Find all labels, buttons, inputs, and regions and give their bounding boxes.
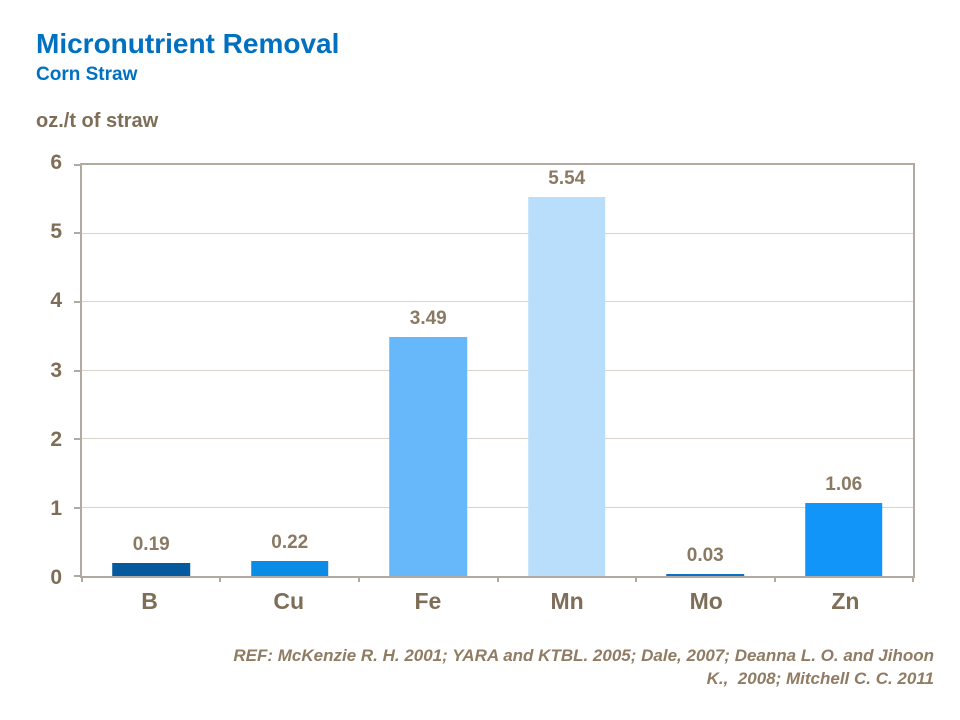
y-tick-label: 6 [50,151,62,174]
page-title: Micronutrient Removal [36,28,340,59]
plot-area: 0.19 0.22 3.49 5.54 0.03 1.06 [74,163,915,582]
gridline [82,506,913,508]
y-axis-labels: 0 1 2 3 4 5 6 [18,151,62,589]
bar-value-label: 0.19 [132,534,170,555]
gridline [82,438,913,440]
y-tick-label: 2 [50,427,62,451]
x-axis-tick [357,576,360,582]
category-label-Zn: Zn [831,588,860,614]
bar-value-label: 3.49 [409,308,447,329]
gridline [82,232,913,234]
y-tick-label: 0 [50,566,62,589]
bar-value-label: 5.54 [548,168,586,189]
category-label-Mo: Mo [689,588,723,614]
y-axis-tick [74,300,82,303]
y-tick-label: 5 [50,220,62,244]
y-tick-label: 4 [50,289,62,313]
bar-Fe [389,337,468,576]
page-subtitle: Corn Straw [36,64,138,85]
x-axis-tick [634,576,637,582]
x-axis-tick [773,576,776,582]
x-axis-labels: B Cu Fe Mn Mo Zn [80,588,915,618]
y-axis-title: oz./t of straw [36,110,159,132]
y-tick-label: 1 [50,496,62,520]
bar-value-label: 0.03 [686,545,724,566]
category-label-Cu: Cu [273,588,305,614]
bar-Mn [527,197,606,576]
bar-Cu [250,561,329,576]
bar-value-label: 0.22 [271,532,309,553]
category-label-Fe: Fe [414,588,442,614]
y-axis-tick [74,164,82,166]
y-axis-tick [74,232,82,235]
x-axis-tick [81,576,83,582]
y-axis-tick [74,506,82,509]
bar-value-label: 1.06 [825,474,863,495]
y-tick-label: 3 [50,358,62,382]
reference-text: REF: McKenzie R. H. 2001; YARA and KTBL.… [74,644,934,690]
x-axis-tick [496,576,499,582]
bar-B [112,563,191,576]
category-label-B: B [141,588,158,614]
gridline [82,301,913,303]
reference-line-1: REF: McKenzie R. H. 2001; YARA and KTBL.… [233,646,934,665]
category-label-Mn: Mn [550,588,584,614]
y-axis-tick [74,575,82,577]
y-axis-tick [74,369,82,372]
bar-Mo [666,574,745,576]
y-axis-tick [74,437,82,440]
x-axis-tick [912,576,914,582]
x-axis-tick [219,576,222,582]
reference-line-2: K., 2008; Mitchell C. C. 2011 [706,669,934,688]
bar-Zn [804,503,883,576]
gridline [82,369,913,371]
